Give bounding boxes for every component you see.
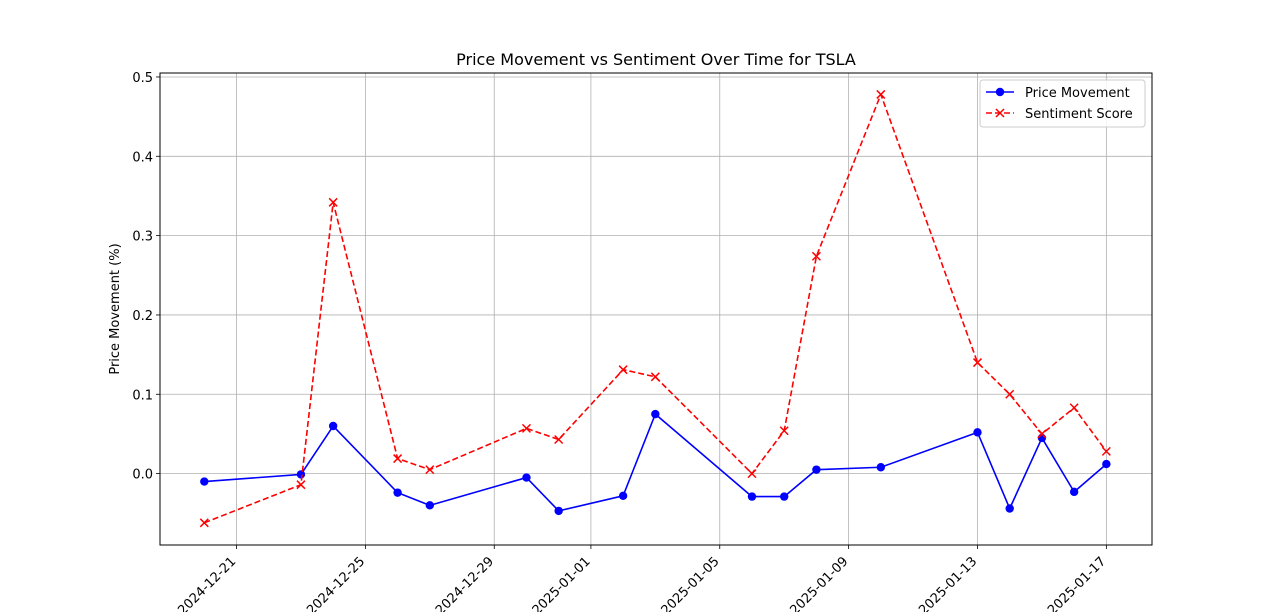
x-tick-label: 2025-01-17: [1045, 554, 1109, 612]
data-point: [425, 465, 435, 475]
legend-marker: [995, 108, 1005, 118]
data-point: [1037, 429, 1047, 439]
data-point: [200, 477, 209, 486]
data-point: [651, 409, 660, 419]
legend-marker: [995, 87, 1005, 97]
legend-box: [979, 79, 1146, 128]
series-line: [204, 413, 1107, 512]
data-point: [393, 488, 402, 497]
data-point: [876, 463, 886, 472]
data-point: [296, 470, 306, 479]
plot-area-frame: [159, 72, 1153, 546]
data-point: [618, 491, 628, 501]
data-point: [1101, 446, 1111, 456]
data-point: [554, 506, 563, 516]
data-point: [425, 501, 435, 510]
y-axis-label: Price Movement (%): [108, 243, 123, 374]
y-tick-label: 0.0: [132, 468, 153, 483]
x-tick-label: 2024-12-29: [433, 554, 497, 612]
data-point: [1005, 504, 1014, 513]
data-point: [328, 197, 338, 207]
series-0: [200, 409, 1111, 516]
x-tick-label: 2025-01-01: [530, 554, 594, 612]
data-point: [876, 89, 886, 99]
x-tick-label: 2025-01-09: [787, 554, 851, 612]
grid-lines: [160, 73, 1152, 545]
data-point: [554, 434, 564, 445]
data-point: [747, 469, 757, 479]
data-point: [521, 423, 531, 433]
data-point: [650, 372, 660, 382]
data-point: [972, 358, 983, 368]
chart-title: Price Movement vs Sentiment Over Time fo…: [456, 50, 856, 69]
x-tick-label: 2025-01-05: [659, 554, 723, 612]
x-tick-label: 2025-01-13: [916, 554, 980, 612]
legend: Price Movement Sentiment Score: [979, 79, 1146, 128]
series-layer: [199, 89, 1111, 528]
data-point: [522, 473, 531, 482]
x-tick-label: 2024-12-21: [175, 554, 239, 612]
data-point: [618, 365, 628, 375]
data-point: [1069, 487, 1079, 497]
axes: 0.0 0.1 0.2 0.3 0.4 0.5 2024-12-21 2024-12-25 20…: [132, 71, 1109, 612]
x-tick-label: 2024-12-25: [304, 554, 368, 612]
legend-label: Sentiment Score: [1025, 107, 1133, 122]
data-point: [812, 465, 821, 474]
data-point: [393, 454, 403, 464]
data-point: [747, 492, 757, 501]
data-point: [199, 518, 209, 528]
series-1: [199, 89, 1111, 528]
y-tick-label: 0.1: [132, 388, 153, 403]
legend-label: Price Movement: [1025, 86, 1130, 101]
y-tick-label: 0.4: [132, 150, 153, 165]
y-tick-label: 0.2: [132, 309, 153, 324]
data-point: [1005, 389, 1015, 399]
data-point: [1069, 403, 1079, 413]
data-point: [779, 426, 789, 436]
series-line: [204, 93, 1108, 524]
y-tick-label: 0.5: [132, 71, 153, 86]
y-tick-label: 0.3: [132, 230, 153, 245]
data-point: [779, 492, 789, 501]
data-point: [973, 428, 982, 437]
data-point: [328, 421, 338, 431]
data-point: [811, 251, 821, 261]
data-point: [296, 480, 306, 490]
data-point: [1102, 459, 1111, 469]
